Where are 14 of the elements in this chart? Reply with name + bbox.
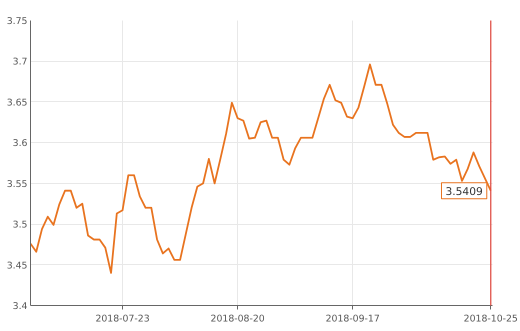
y-tick-label: 3.6 xyxy=(12,138,28,150)
y-tick-label: 3.5 xyxy=(12,220,28,231)
y-tick-label: 3.7 xyxy=(12,56,28,68)
x-tick-label: 2018-07-23 xyxy=(95,314,150,324)
x-tick-label: 2018-10-25 xyxy=(464,314,518,324)
x-tick-label: 2018-09-17 xyxy=(326,314,380,324)
y-tick-label: 3.75 xyxy=(6,16,28,27)
y-tick-label: 3.65 xyxy=(6,97,28,108)
x-tick-label: 2018-08-20 xyxy=(210,314,265,324)
line-series xyxy=(30,64,492,274)
y-tick-label: 3.45 xyxy=(6,260,28,272)
annotation: 3.5409 xyxy=(445,184,483,198)
y-tick-label: 3.55 xyxy=(6,178,28,190)
y-tick-label: 3.4 xyxy=(12,301,28,312)
